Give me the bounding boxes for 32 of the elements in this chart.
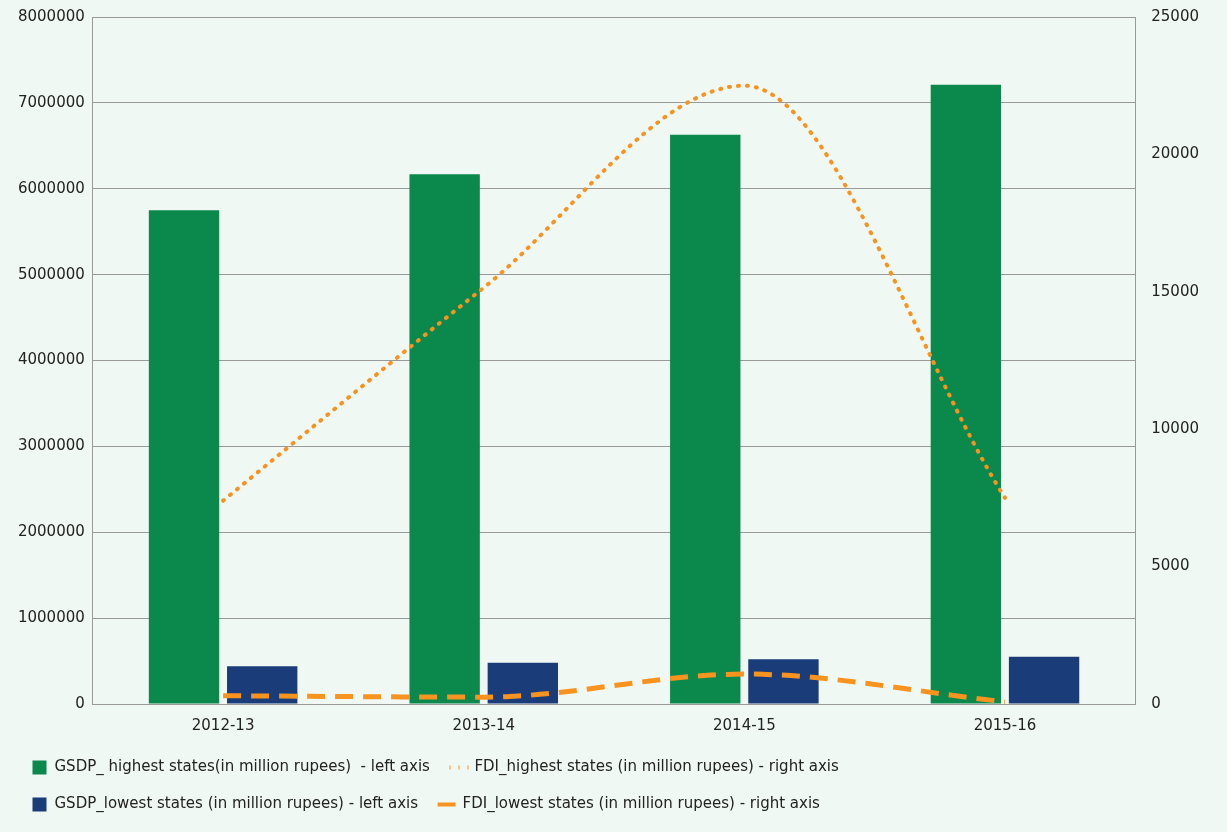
y2-tick-label: 25000 <box>1151 6 1199 25</box>
bar <box>670 134 741 704</box>
y2-tick-label: 15000 <box>1151 281 1199 300</box>
bar <box>409 174 480 704</box>
legend-label: FDI_lowest states (in million rupees) - right axis <box>462 794 821 814</box>
y-tick-label: 2000000 <box>17 522 85 541</box>
bar <box>1008 656 1080 704</box>
bar <box>748 659 819 704</box>
bar <box>227 666 298 704</box>
y2-tick-label: 10000 <box>1151 419 1199 438</box>
y-tick-label: 7000000 <box>17 92 85 111</box>
y-tick-label: 8000000 <box>17 6 85 25</box>
bar <box>930 84 1002 704</box>
x-tick-label: 2015-16 <box>973 715 1037 734</box>
y-tick-label: 0 <box>75 693 85 712</box>
y-tick-label: 4000000 <box>17 350 85 369</box>
x-tick-label: 2012-13 <box>191 715 255 734</box>
y-tick-label: 3000000 <box>17 436 85 455</box>
legend-label: FDI_highest states (in million rupees) - right axis <box>474 757 840 777</box>
y2-tick-label: 0 <box>1151 693 1161 712</box>
y-tick-label: 6000000 <box>17 178 85 197</box>
bar <box>487 662 559 704</box>
y-tick-label: 1000000 <box>17 608 85 627</box>
y2-tick-label: 5000 <box>1151 556 1190 575</box>
x-tick-label: 2013-14 <box>452 715 516 734</box>
line-series <box>221 83 1007 503</box>
legend-label: GSDP_lowest states (in million rupees) - left axis <box>54 794 419 814</box>
legend-label: GSDP_ highest states(in million rupees) - left axis <box>54 757 431 777</box>
x-tick-label: 2014-15 <box>713 715 776 734</box>
bar <box>148 210 220 704</box>
y-tick-label: 5000000 <box>17 264 85 283</box>
y2-tick-label: 20000 <box>1151 144 1199 163</box>
